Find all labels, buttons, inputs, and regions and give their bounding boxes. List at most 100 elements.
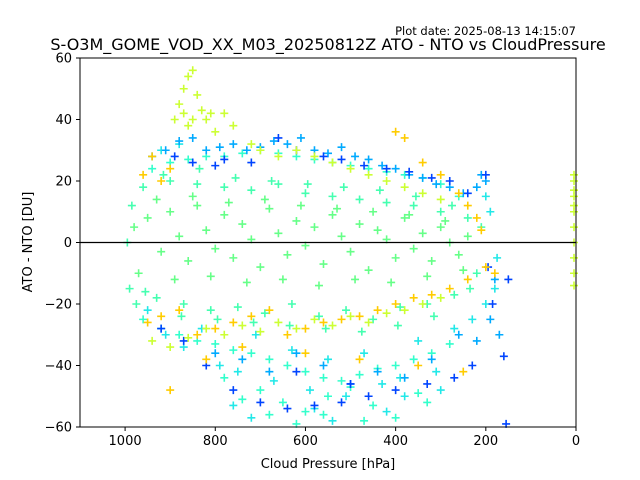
data-point-series-1	[448, 201, 456, 210]
data-point-series-7	[472, 213, 481, 222]
data-point-series-2	[301, 367, 310, 376]
data-point-series-7	[414, 361, 423, 370]
data-point-series-6	[202, 324, 211, 333]
data-point-series-6	[247, 140, 256, 149]
data-point-series-5	[188, 158, 197, 167]
data-point-series-2	[324, 392, 332, 401]
data-point-series-1	[179, 300, 188, 308]
data-point-series-6	[170, 115, 179, 124]
data-point-series-7	[373, 306, 382, 315]
data-point-series-5	[450, 373, 459, 382]
data-point-series-0	[256, 263, 265, 272]
x-tick-label: 200	[473, 434, 498, 449]
data-point-series-3	[481, 300, 490, 308]
data-point-series-7	[301, 349, 310, 358]
data-point-series-1	[339, 183, 348, 192]
data-point-series-1	[466, 284, 475, 293]
data-point-series-1	[247, 186, 256, 195]
data-point-series-0	[405, 210, 414, 219]
data-point-series-4	[432, 180, 441, 189]
data-point-series-3	[251, 330, 260, 339]
y-tick-label: 0	[64, 236, 72, 251]
data-point-series-5	[220, 155, 229, 164]
data-point-series-3	[233, 367, 242, 376]
data-point-series-5	[346, 379, 355, 388]
data-point-series-1	[193, 180, 202, 189]
data-point-series-6	[179, 109, 188, 118]
data-point-series-4	[427, 355, 436, 364]
data-point-series-5	[319, 152, 328, 161]
data-point-series-5	[256, 398, 265, 407]
data-point-series-3	[468, 315, 477, 324]
data-point-series-0	[265, 204, 274, 213]
data-point-series-5	[445, 177, 454, 185]
data-point-series-7	[283, 330, 292, 339]
data-point-series-4	[269, 137, 278, 146]
data-point-series-5	[405, 167, 414, 176]
data-point-series-4	[211, 349, 220, 358]
data-point-series-1	[472, 269, 481, 278]
data-point-series-1	[436, 207, 445, 216]
data-point-series-6	[229, 121, 238, 130]
data-point-series-5	[427, 173, 436, 182]
data-point-series-2	[229, 346, 238, 355]
data-point-series-4	[242, 146, 251, 155]
data-point-series-6	[364, 318, 373, 327]
data-point-series-1	[396, 303, 405, 312]
data-point-series-1	[409, 201, 418, 210]
data-point-series-1	[132, 300, 141, 308]
data-point-series-4	[319, 361, 328, 370]
x-axis-ticks: 1000 800 600 400 200 0	[109, 427, 580, 449]
data-point-series-0	[188, 192, 197, 201]
data-point-series-3	[400, 392, 409, 401]
data-point-series-1	[139, 183, 148, 192]
data-point-series-7	[391, 300, 400, 308]
data-point-series-1	[159, 170, 168, 179]
data-point-series-5	[364, 392, 373, 401]
data-point-series-2	[220, 373, 229, 382]
data-point-series-7	[481, 263, 490, 272]
data-point-series-4	[495, 330, 504, 339]
data-point-series-3	[378, 379, 387, 388]
data-point-series-7	[143, 318, 152, 327]
data-point-series-3	[247, 413, 256, 422]
data-point-series-1	[382, 198, 391, 207]
data-point-edge	[570, 223, 578, 232]
data-point-series-6	[418, 300, 427, 308]
data-point-series-7	[477, 226, 486, 235]
data-point-edge	[570, 201, 578, 210]
x-tick-label: 1000	[109, 434, 142, 449]
data-point-series-2	[265, 410, 274, 419]
data-point-series-6	[382, 309, 391, 318]
data-point-series-2	[211, 339, 220, 348]
data-point-series-6	[292, 146, 301, 155]
data-point-series-1	[355, 195, 364, 204]
data-point-series-6	[238, 321, 247, 330]
data-point-series-1	[220, 183, 229, 192]
data-point-series-3	[324, 355, 332, 364]
data-point-series-0	[333, 204, 342, 213]
data-point-series-7	[418, 158, 427, 167]
data-point-series-1	[393, 321, 402, 330]
data-point-series-6	[346, 312, 355, 321]
data-point-series-6	[436, 195, 445, 204]
data-point-series-4	[324, 149, 332, 158]
data-point-series-0	[296, 201, 305, 210]
data-point-series-4	[296, 133, 305, 142]
data-point-series-0	[157, 247, 166, 256]
data-point-series-7	[247, 312, 256, 321]
data-point-series-7	[319, 318, 328, 327]
data-point-series-4	[378, 161, 387, 170]
data-point-series-3	[269, 376, 278, 385]
data-point-series-0	[224, 198, 233, 207]
data-point-series-3	[490, 284, 499, 293]
x-tick-label: 400	[383, 434, 408, 449]
data-point-series-2	[369, 401, 378, 410]
data-point-series-1	[463, 213, 472, 222]
data-point-series-3	[328, 416, 337, 425]
data-point-series-2	[445, 339, 454, 348]
data-point-series-3	[382, 407, 391, 416]
data-point-series-1	[314, 312, 323, 321]
data-point-series-1	[342, 306, 351, 315]
data-point-series-0	[193, 201, 202, 210]
